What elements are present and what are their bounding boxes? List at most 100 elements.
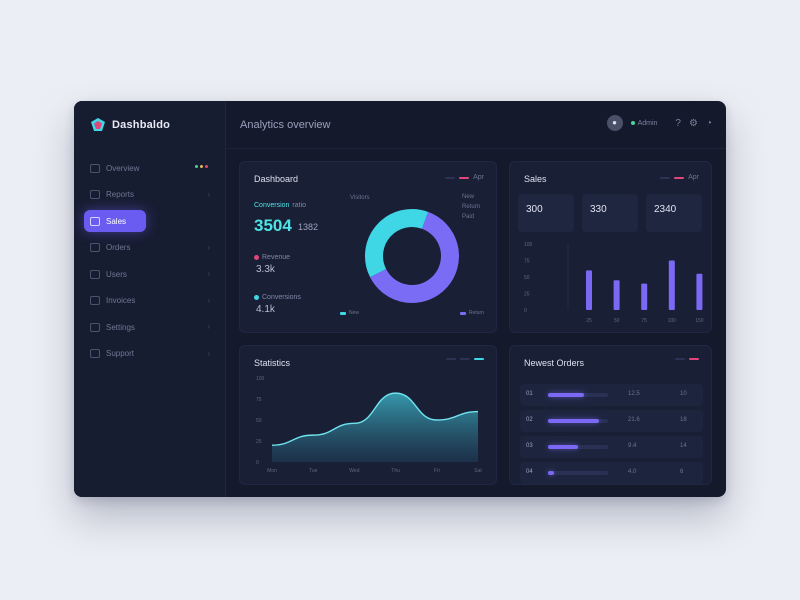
row-value: 10 — [680, 391, 687, 397]
y-tick-label: 100 — [256, 376, 265, 382]
row-label: 02 — [526, 417, 533, 423]
user-menu[interactable]: Admin — [630, 119, 658, 127]
sidebar-item-overview[interactable]: Overview — [84, 157, 216, 179]
bar — [613, 280, 620, 310]
card-menu-label: Apr — [473, 174, 484, 181]
area-fill — [272, 393, 478, 462]
list-item[interactable]: 03 9.4 14 — [520, 436, 703, 458]
row-value: 9.4 — [628, 443, 637, 449]
progress-bar — [548, 419, 599, 423]
top-bar: Analytics overview ● Admin ? ⚙ ◔ — [226, 101, 726, 149]
card-title: Statistics — [254, 358, 291, 368]
bar — [586, 270, 592, 310]
card-menu[interactable]: Apr — [660, 174, 699, 181]
sidebar-item-settings[interactable]: Settings › — [84, 316, 216, 338]
revenue-dot-icon — [254, 255, 259, 260]
y-tick-label: 25 — [256, 439, 262, 445]
logo[interactable]: Dashbaldo — [90, 117, 170, 133]
donut-side-label: New — [462, 194, 475, 200]
y-tick-label: 75 — [256, 397, 262, 403]
metric-label-text: Conversion — [254, 202, 290, 209]
series-line — [271, 392, 479, 446]
x-tick-label: Mon — [267, 468, 277, 474]
x-tick-label: 50 — [614, 318, 620, 324]
card-menu[interactable] — [675, 358, 699, 360]
sidebar-item-support[interactable]: Support › — [84, 343, 216, 365]
progress-track — [548, 445, 608, 449]
revenue-label-text: Revenue — [262, 254, 291, 261]
settings-icon — [90, 322, 100, 332]
x-tick-label: Thu — [391, 468, 400, 474]
online-status-icon — [630, 121, 635, 125]
sidebar-item-sales[interactable]: Sales — [84, 210, 146, 232]
x-tick-label: Sat — [474, 468, 482, 474]
bar-chart: 100 75 50 25 0 25 50 75 100 150 — [524, 242, 704, 324]
sales-icon — [90, 216, 100, 226]
sidebar-item-label: Settings — [106, 322, 135, 332]
donut-side-labels: New Return Paid — [462, 192, 480, 222]
card-menu[interactable]: Apr — [445, 174, 484, 181]
y-tick-label: 0 — [524, 308, 527, 314]
donut-side-label: Return — [462, 204, 481, 210]
avatar[interactable]: ● — [606, 115, 623, 131]
y-tick-label: 100 — [524, 242, 533, 248]
card-title: Newest Orders — [524, 358, 585, 368]
stat-value: 2340 — [654, 204, 677, 215]
stat-value: 300 — [526, 204, 543, 215]
sidebar-item-reports[interactable]: Reports › — [84, 184, 216, 206]
y-tick-label: 75 — [524, 259, 530, 265]
help-icon[interactable]: ? — [675, 117, 681, 129]
stat-box[interactable]: 330 — [582, 194, 638, 232]
stat-box[interactable]: 2340 — [646, 194, 702, 232]
invoices-icon — [90, 296, 100, 305]
metric-label-suffix: ratio — [292, 202, 307, 209]
chevron-right-icon: › — [207, 269, 210, 278]
row-label: 04 — [526, 469, 533, 475]
list-item[interactable]: 04 4.0 6 — [520, 462, 703, 484]
legend-new: New — [340, 310, 359, 316]
sidebar-item-orders[interactable]: Orders › — [84, 237, 216, 259]
list-item[interactable]: 01 12.5 10 — [520, 384, 703, 406]
list-item[interactable]: 02 21.6 18 — [520, 410, 703, 432]
app-name: Dashbaldo — [112, 119, 171, 131]
sidebar: Dashbaldo Overview Reports › Sales Order… — [74, 101, 226, 497]
reports-icon — [90, 190, 100, 199]
legend-label: Return — [469, 310, 485, 316]
users-icon — [90, 269, 100, 279]
revenue-value: 3.3k — [256, 264, 275, 275]
sidebar-item-invoices[interactable]: Invoices › — [84, 290, 216, 312]
donut-slice-new — [365, 209, 429, 278]
conversions-dot-icon — [254, 295, 259, 300]
conversions-label-text: Conversions — [262, 294, 301, 301]
y-tick-label: 50 — [524, 275, 530, 281]
stat-box[interactable]: 300 — [518, 194, 574, 232]
statistics-card: Statistics 100 75 50 25 0 Mon Tue Wed Thu Fri Sat — [239, 345, 497, 485]
x-tick-label: Wed — [349, 468, 359, 474]
donut-slice-return — [370, 211, 459, 303]
chevron-right-icon: › — [207, 242, 210, 252]
row-label: 03 — [526, 443, 533, 449]
sidebar-item-label: Reports — [106, 190, 135, 199]
card-menu[interactable] — [446, 358, 484, 360]
primary-metric-value: 3504 — [254, 216, 292, 235]
bar — [696, 273, 703, 310]
dashboard-window: Dashbaldo Overview Reports › Sales Order… — [74, 101, 726, 497]
progress-bar — [548, 471, 554, 475]
x-tick-label: Fri — [434, 468, 440, 474]
sidebar-item-users[interactable]: Users › — [84, 263, 216, 285]
overview-icon — [90, 163, 100, 173]
card-title: Dashboard — [254, 174, 299, 184]
sidebar-item-label: Sales — [106, 216, 127, 226]
progress-bar — [548, 445, 578, 449]
user-name: Admin — [637, 119, 658, 127]
chevron-right-icon: › — [207, 348, 210, 358]
revenue-card: Dashboard Apr Conversion ratio 3504 1382… — [239, 161, 497, 333]
settings-icon[interactable]: ⚙ — [688, 117, 698, 129]
legend-swatch — [460, 311, 466, 315]
status-dots — [195, 165, 208, 168]
x-tick-label: Tue — [309, 468, 318, 474]
conversions-value: 4.1k — [256, 304, 275, 315]
notifications-icon[interactable]: ◔ — [705, 117, 712, 129]
chevron-right-icon: › — [207, 295, 210, 305]
sidebar-item-label: Users — [106, 269, 127, 279]
